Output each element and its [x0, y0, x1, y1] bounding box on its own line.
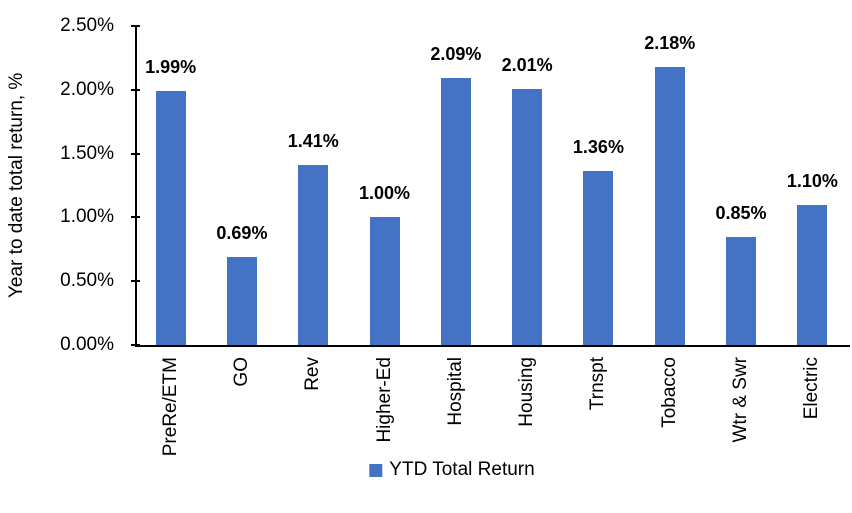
- y-tick-label: 2.00%: [60, 78, 114, 100]
- bar: [512, 88, 543, 345]
- y-tick-mark: [131, 280, 140, 283]
- x-category-label: PreRe/ETM: [159, 357, 181, 457]
- y-tick-label: 1.00%: [60, 206, 114, 228]
- y-axis-title: Year to date total return, %: [6, 72, 27, 299]
- bar: [298, 165, 329, 345]
- legend-swatch-icon: [369, 463, 383, 477]
- y-tick-mark: [131, 216, 140, 219]
- bar: [155, 91, 186, 345]
- bar: [654, 66, 685, 345]
- x-category-label: Hospital: [444, 357, 466, 426]
- y-tick-mark: [131, 25, 140, 27]
- legend-label: YTD Total Return: [389, 459, 535, 480]
- y-tick-mark: [131, 88, 140, 91]
- bar-value-label: 2.09%: [430, 44, 482, 65]
- x-category-label: GO: [230, 357, 252, 387]
- bar-value-label: 1.99%: [145, 57, 197, 78]
- bar-value-label: 1.10%: [786, 170, 838, 191]
- y-tick-label: 0.50%: [60, 270, 114, 292]
- bar: [797, 204, 828, 345]
- x-category-label: Rev: [302, 357, 324, 391]
- bar-value-label: 0.85%: [715, 202, 767, 223]
- bar: [440, 78, 471, 345]
- bar: [726, 236, 757, 345]
- x-category-label: Tobacco: [658, 357, 680, 428]
- bar: [226, 256, 257, 345]
- legend: YTD Total Return: [369, 459, 535, 481]
- y-tick-label: 1.50%: [60, 142, 114, 164]
- bar-value-label: 1.00%: [359, 183, 411, 204]
- y-tick-label: 0.00%: [60, 334, 114, 355]
- y-tick-label: 2.50%: [60, 15, 114, 36]
- bar-value-label: 0.69%: [216, 222, 268, 243]
- y-tick-mark: [131, 344, 140, 346]
- y-tick-mark: [131, 152, 140, 155]
- x-category-label: Trnspt: [587, 357, 609, 411]
- bar-value-label: 2.01%: [501, 54, 553, 75]
- bar-value-label: 2.18%: [644, 32, 696, 53]
- x-category-label: Higher-Ed: [373, 357, 395, 443]
- x-category-label: Housing: [516, 357, 538, 427]
- bar: [583, 171, 614, 345]
- x-category-label: Electric: [801, 357, 823, 420]
- bar: [369, 217, 400, 345]
- x-category-label: Wtr & Swr: [730, 357, 752, 443]
- bar-value-label: 1.41%: [287, 131, 339, 152]
- bar-value-label: 1.36%: [572, 137, 624, 158]
